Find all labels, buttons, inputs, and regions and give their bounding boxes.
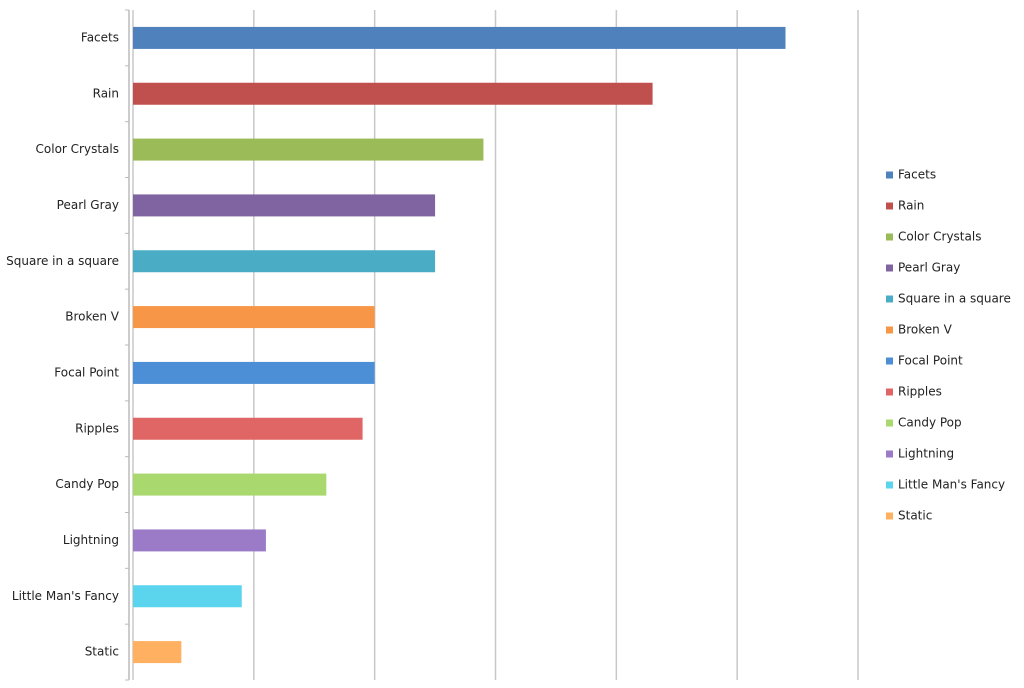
bar <box>133 138 484 161</box>
y-tick-label: Lightning <box>63 533 119 547</box>
y-tick-label: Rain <box>93 86 119 100</box>
legend-label: Facets <box>898 168 936 182</box>
bar <box>133 194 436 217</box>
y-tick-label: Square in a square <box>6 254 119 268</box>
y-tick-label: Pearl Gray <box>57 198 119 212</box>
legend-label: Square in a square <box>898 292 1011 306</box>
bar <box>133 26 786 49</box>
bar <box>133 585 242 608</box>
legend-swatch <box>886 171 893 179</box>
bar <box>133 82 653 105</box>
y-tick-label: Color Crystals <box>36 142 119 156</box>
legend-swatch <box>886 202 893 210</box>
legend-swatch <box>886 233 893 241</box>
y-tick-label: Static <box>85 645 119 659</box>
bar <box>133 641 182 664</box>
y-tick-label: Broken V <box>65 310 120 324</box>
legend-label: Broken V <box>898 323 953 337</box>
bar <box>133 417 363 440</box>
legend-label: Candy Pop <box>898 416 962 430</box>
bar <box>133 529 266 552</box>
legend-swatch <box>886 512 893 520</box>
legend-swatch <box>886 264 893 272</box>
bar <box>133 361 375 384</box>
legend-swatch <box>886 419 893 427</box>
legend-label: Focal Point <box>898 354 963 368</box>
legend-label: Color Crystals <box>898 230 981 244</box>
legend-label: Static <box>898 509 932 523</box>
legend-label: Lightning <box>898 447 954 461</box>
y-tick-label: Facets <box>81 30 119 44</box>
y-tick-label: Little Man's Fancy <box>12 589 119 603</box>
legend-swatch <box>886 450 893 458</box>
legend-swatch <box>886 326 893 334</box>
bar <box>133 306 375 329</box>
legend-label: Little Man's Fancy <box>898 478 1005 492</box>
legend-label: Ripples <box>898 385 942 399</box>
legend-label: Pearl Gray <box>898 261 960 275</box>
legend-swatch <box>886 295 893 303</box>
legend-swatch <box>886 481 893 489</box>
legend-swatch <box>886 357 893 365</box>
bar <box>133 250 436 273</box>
y-tick-label: Candy Pop <box>55 477 119 491</box>
legend-label: Rain <box>898 199 924 213</box>
y-tick-label: Focal Point <box>54 365 119 379</box>
legend-swatch <box>886 388 893 396</box>
bar <box>133 473 327 496</box>
y-tick-label: Ripples <box>75 421 119 435</box>
